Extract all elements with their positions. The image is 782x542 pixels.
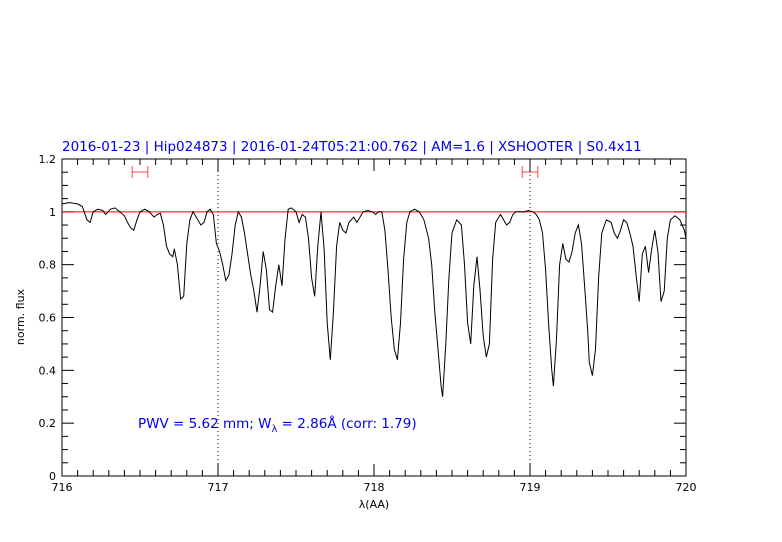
y-tick-label: 1	[49, 206, 56, 219]
spectrum-line	[61, 202, 687, 397]
y-tick-label: 0.2	[39, 417, 57, 430]
axis-ticks: 716 717 718 719 720 0 0.2 0.4 0.6 0.8 1 1.2	[39, 153, 697, 494]
x-tick-label: 718	[364, 481, 385, 494]
continuum-window-markers	[131, 166, 539, 178]
pwv-annotation-main: PWV = 5.62 mm; W	[138, 416, 271, 432]
chart-title: 2016-01-23 | Hip024873 | 2016-01-24T05:2…	[62, 139, 642, 155]
pwv-annotation-subscript: λ	[271, 424, 277, 435]
x-tick-label: 716	[52, 481, 73, 494]
y-tick-label: 1.2	[39, 153, 57, 166]
y-tick-label: 0.8	[39, 259, 57, 272]
pwv-annotation-rest: = 2.86Å (corr: 1.79)	[277, 415, 416, 432]
y-tick-label: 0.6	[39, 312, 57, 325]
y-tick-label: 0	[49, 470, 56, 483]
pwv-annotation: PWV = 5.62 mm; Wλ = 2.86Å (corr: 1.79)	[138, 415, 417, 435]
y-tick-label: 0.4	[39, 364, 57, 377]
x-tick-label: 719	[520, 481, 541, 494]
y-axis-label: norm. flux	[14, 288, 27, 345]
x-tick-label: 717	[208, 481, 229, 494]
x-tick-label: 720	[676, 481, 697, 494]
x-axis-label: λ(AA)	[359, 498, 389, 511]
